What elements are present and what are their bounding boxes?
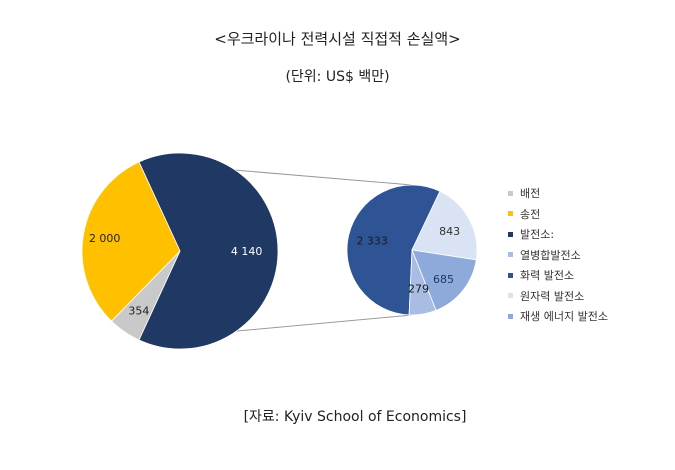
source-note: [자료: Kyiv School of Economics] [243,409,467,425]
chart-title: <우크라이나 전력시설 직접적 손실액> [214,30,461,48]
legend-label: 발전소: [520,228,555,242]
main-slice-송전 [81,161,181,322]
data-label-배전: 354 [128,305,149,318]
legend-swatch [508,272,513,278]
main-slice-발전소 [138,152,279,350]
chart-subtitle: (단위: US$ 백만) [285,69,390,85]
legend-swatch [508,231,513,237]
legend-item-화력-발전소: 화력 발전소 [508,265,668,286]
secondary-slice-화력-발전소 [346,184,441,316]
legend-item-재생-에너지-발전소: 재생 에너지 발전소 [508,306,668,327]
legend-item-열병합발전소: 열병합발전소 [508,245,668,266]
data-label-원자력-발전소: 843 [439,225,460,238]
legend-swatch [508,252,513,258]
legend-item-발전소: 발전소: [508,224,668,245]
data-label-열병합발전소: 279 [408,283,429,296]
legend-label: 열병합발전소 [520,248,581,262]
legend-item-원자력-발전소: 원자력 발전소 [508,286,668,307]
secondary-pie [346,184,478,316]
data-label-재생-에너지-발전소: 685 [433,273,454,286]
legend-label: 화력 발전소 [520,269,575,283]
legend-label: 송전 [520,207,541,221]
secondary-slice-원자력-발전소 [411,190,478,261]
legend-swatch [508,211,513,217]
legend-item-배전: 배전 [508,183,668,204]
data-labels: 354 2 000 4 140 2 333 843 685 279 [89,225,460,318]
secondary-slice-재생-에너지-발전소 [411,249,477,311]
data-label-화력-발전소: 2 333 [356,235,388,248]
legend-swatch [508,293,513,299]
legend-label: 재생 에너지 발전소 [520,310,608,324]
legend-swatch [508,190,513,196]
legend-swatch [508,313,513,319]
legend-label: 배전 [520,187,541,201]
legend-item-송전: 송전 [508,204,668,225]
main-pie [81,152,279,350]
data-label-발전소: 4 140 [231,245,263,258]
legend-label: 원자력 발전소 [520,289,585,303]
secondary-slice-열병합발전소 [408,249,437,316]
data-label-송전: 2 000 [89,232,121,245]
